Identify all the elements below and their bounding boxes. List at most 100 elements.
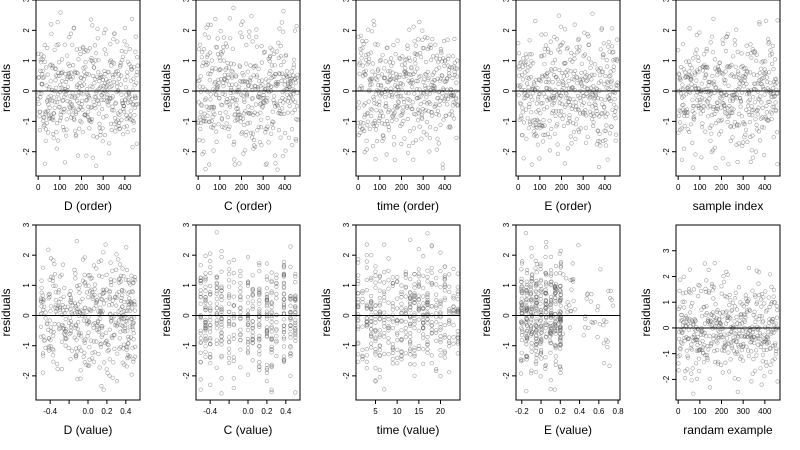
scatter-point [591,84,596,89]
scatter-point [363,68,368,73]
scatter-point [421,325,426,331]
scatter-point [62,106,67,111]
scatter-point [364,304,369,309]
scatter-point [570,279,576,284]
scatter-point [91,60,96,65]
scatter-point [602,318,607,323]
scatter-point [434,330,439,335]
scatter-point [98,342,103,347]
scatter-point [394,71,399,76]
scatter-point [529,317,534,322]
scatter-point [724,34,730,39]
scatter-point [356,100,362,105]
scatter-point [403,310,408,316]
scatter-point [434,56,439,61]
scatter-point [228,96,233,101]
scatter-point [538,310,543,315]
scatter-point [93,58,98,63]
y-tick-label: -1 [342,342,351,350]
scatter-point [231,376,236,381]
scatter-point [277,71,282,76]
scatter-point [730,135,735,140]
scatter-point [420,37,425,42]
scatter-point [54,130,59,135]
scatter-point [257,286,262,291]
scatter-point [771,135,776,140]
scatter-point [227,278,232,283]
scatter-point [104,83,110,88]
scatter-point [706,267,711,273]
scatter-point [753,294,758,299]
scatter-point [529,329,535,335]
scatter-point [756,270,762,275]
scatter-point [528,325,533,330]
scatter-point [547,324,553,330]
scatter-point [555,151,561,156]
scatter-point [690,165,696,170]
scatter-point [88,338,93,343]
scatter-point [203,344,208,349]
scatter-point [133,303,138,308]
scatter-point [96,273,102,278]
scatter-point [408,58,413,63]
scatter-point [683,70,688,75]
scatter-point [579,81,584,86]
scatter-point [47,291,52,297]
scatter-point [538,308,543,313]
scatter-point [51,333,56,339]
scatter-point [390,361,395,366]
scatter-point [558,292,564,297]
scatter-point [759,314,765,319]
scatter-point [107,327,112,332]
scatter-point [279,78,284,83]
scatter-point [704,46,709,52]
scatter-point [753,81,758,86]
scatter-point [257,343,262,349]
scatter-point [369,341,374,346]
scatter-point [441,87,446,92]
scatter-point [245,341,251,346]
scatter-point [382,298,387,303]
scatter-point [552,57,558,63]
scatter-point [743,315,748,320]
scatter-point [694,47,699,52]
scatter-point [364,359,369,365]
scatter-point [770,94,775,99]
scatter-point [204,104,209,109]
scatter-point [50,131,56,137]
scatter-point [104,287,109,292]
scatter-point [379,72,385,77]
scatter-point [701,360,707,365]
scatter-point [553,282,559,287]
scatter-point [40,118,46,123]
scatter-point [757,70,763,76]
scatter-point [705,114,711,119]
scatter-point [595,308,600,313]
y-tick-label: -1 [662,350,671,358]
scatter-point [377,301,382,306]
scatter-point [416,247,421,252]
scatter-point [132,65,137,70]
scatter-point [108,260,113,265]
scatter-point [694,376,700,382]
scatter-point [531,80,537,85]
scatter-point [601,341,606,346]
scatter-point [697,369,702,374]
scatter-point [577,95,582,100]
scatter-point [538,261,543,266]
scatter-point [613,109,618,114]
scatter-point [115,68,120,74]
scatter-point [718,322,724,327]
scatter-point [561,123,567,128]
x-tick-label: 0 [539,407,544,416]
scatter-point [73,94,78,99]
scatter-point [529,254,534,259]
y-tick-label: 2 [662,274,671,279]
scatter-point [698,91,703,96]
scatter-point [399,306,404,311]
scatter-point [362,115,367,120]
scatter-point [281,100,286,105]
scatter-point [395,38,400,43]
scatter-point [134,69,140,75]
scatter-point [748,332,753,338]
